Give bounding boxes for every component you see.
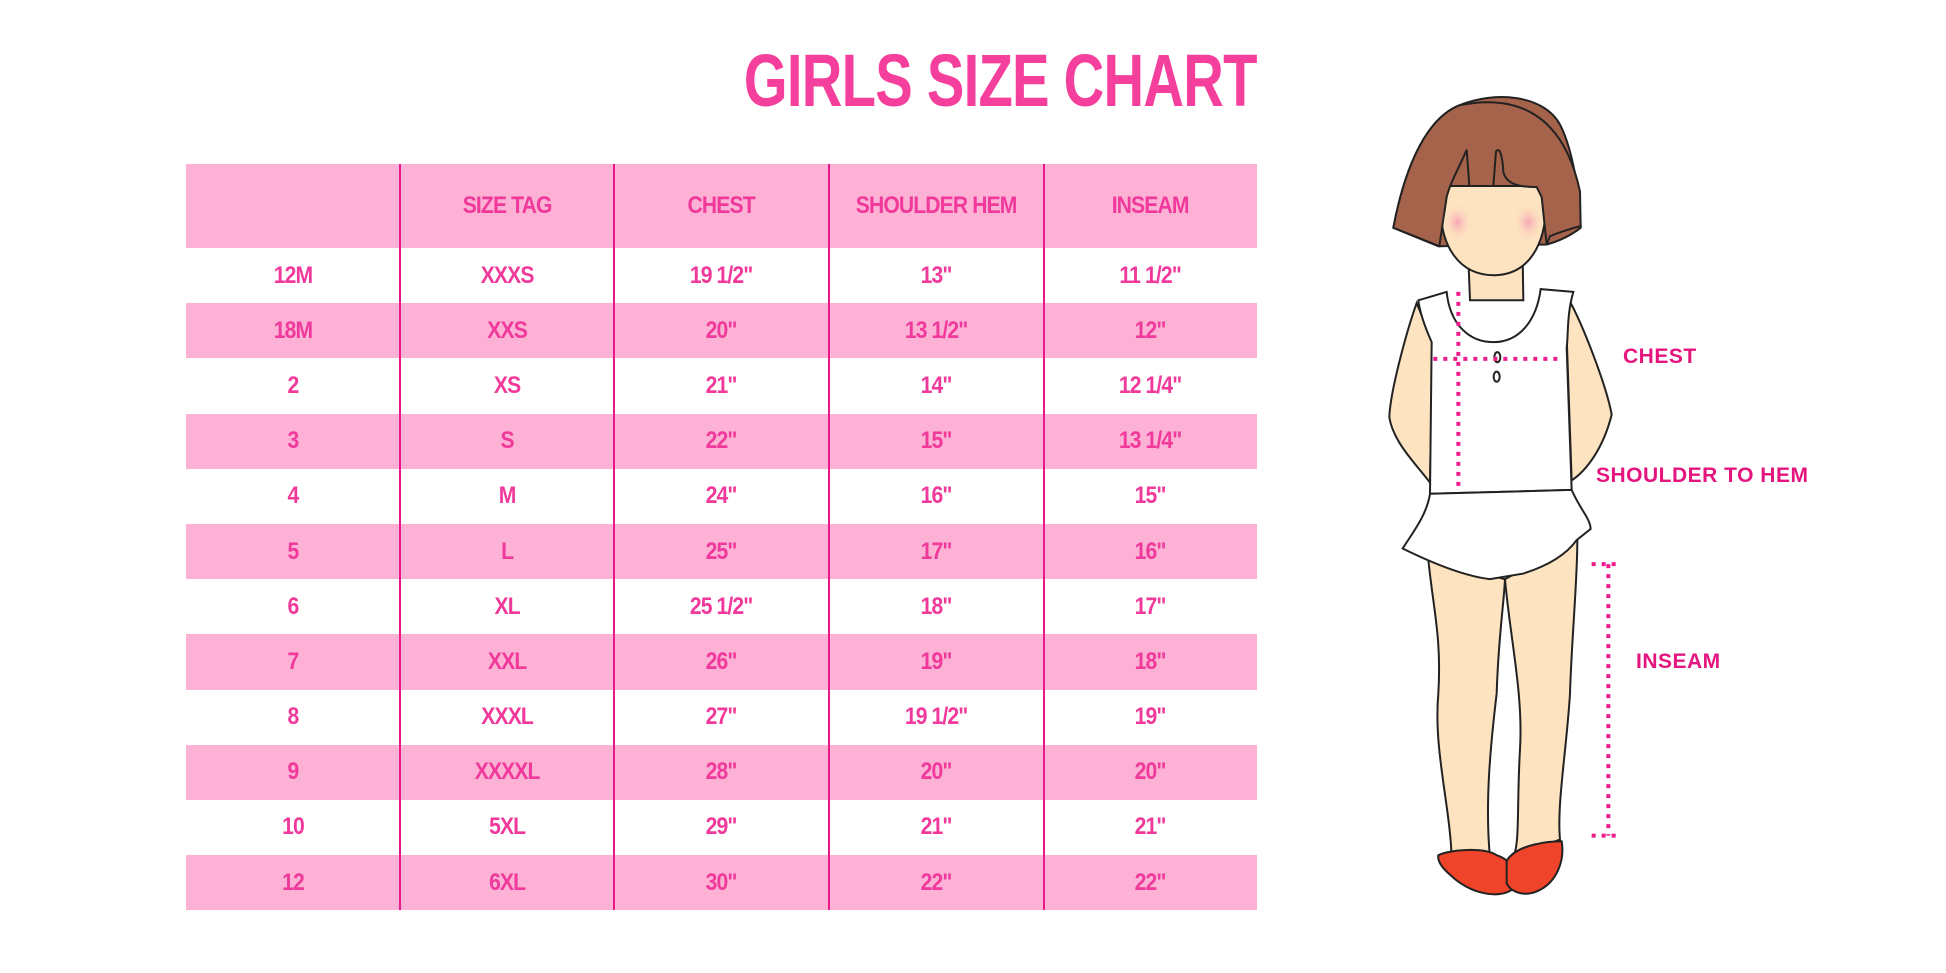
table-cell: 22" — [705, 427, 738, 455]
table-row: 6 XL 25 1/2" 18" 17" — [186, 579, 1257, 634]
table-row: 12M XXXS 19 1/2" 13" 11 1/2" — [186, 248, 1257, 303]
cheek-blush — [1442, 202, 1473, 242]
bangs — [1393, 102, 1580, 246]
right-arm — [1567, 299, 1612, 481]
table-cell: 30" — [705, 868, 738, 896]
table-cell: 19 1/2" — [690, 261, 753, 289]
girl-measurement-illustration — [1350, 80, 1850, 950]
table-cell: 4 — [287, 482, 300, 510]
table-cell: 21" — [1134, 813, 1166, 841]
table-cell: 13" — [920, 261, 952, 289]
table-cell: 6 — [287, 592, 300, 620]
skirt-ruffle — [1403, 490, 1591, 579]
column-header: SIZE TAG — [462, 192, 553, 219]
table-row: 8 XXXL 27" 19 1/2" 19" — [186, 690, 1257, 745]
table-cell: XS — [493, 371, 521, 399]
column-header: CHEST — [687, 192, 756, 219]
size-table: SIZE TAG CHEST SHOULDER HEM INSEAM 12M XXXS 19… — [186, 164, 1257, 911]
inseam-label: INSEAM — [1636, 650, 1721, 673]
table-cell: 24" — [705, 482, 738, 510]
table-cell: XXL — [487, 647, 527, 675]
table-cell: 16" — [1134, 537, 1166, 565]
table-cell: 17" — [920, 537, 952, 565]
table-cell: 18M — [273, 316, 313, 344]
table-cell: 22" — [1134, 868, 1166, 896]
table-cell: 18" — [920, 592, 952, 620]
table-cell: 25 1/2" — [690, 592, 753, 620]
table-cell: XXS — [487, 316, 528, 344]
table-cell: XXXL — [481, 703, 534, 731]
table-cell: 21" — [705, 371, 738, 399]
column-divider — [828, 164, 830, 910]
table-cell: 20" — [705, 316, 738, 344]
table-header: SIZE TAG CHEST SHOULDER HEM INSEAM — [186, 164, 1257, 248]
table-cell: 8 — [287, 703, 300, 731]
table-cell: XXXS — [480, 261, 535, 289]
table-cell: 19" — [1134, 703, 1166, 731]
left-leg — [1428, 560, 1505, 858]
table-cell: 2 — [287, 371, 300, 399]
shirt — [1418, 289, 1573, 494]
table-cell: 13 1/4" — [1118, 427, 1182, 455]
table-cell: 19 1/2" — [904, 703, 967, 731]
table-cell: 22" — [920, 868, 952, 896]
column-divider — [1043, 164, 1045, 910]
page-title: GIRLS SIZE CHART — [744, 39, 1258, 122]
table-cell: 16" — [920, 482, 952, 510]
table-cell: 5 — [287, 537, 300, 565]
table-cell: 28" — [705, 758, 738, 786]
table-cell: 10 — [282, 813, 305, 841]
table-cell: 12 1/4" — [1118, 371, 1182, 399]
table-cell: L — [501, 537, 514, 565]
shoulder-to-hem-label: SHOULDER TO HEM — [1596, 464, 1809, 487]
table-cell: 19" — [920, 647, 952, 675]
table-row: 7 XXL 26" 19" 18" — [186, 634, 1257, 690]
table-row: 2 XS 21" 14" 12 1/4" — [186, 358, 1257, 413]
table-cell: 26" — [705, 647, 738, 675]
table-cell: XXXXL — [474, 758, 541, 786]
table-row: 12 6XL 30" 22" 22" — [186, 855, 1257, 911]
table-row: 9 XXXXL 28" 20" 20" — [186, 744, 1257, 800]
table-cell: XL — [494, 592, 521, 620]
table-row: 3 S 22" 15" 13 1/4" — [186, 413, 1257, 469]
left-arm — [1389, 303, 1432, 483]
table-row: 10 5XL 29" 21" 21" — [186, 800, 1257, 855]
table-cell: 25" — [705, 537, 738, 565]
column-header: SHOULDER HEM — [855, 192, 1017, 219]
right-leg — [1505, 540, 1577, 856]
left-shoe — [1438, 850, 1516, 894]
table-cell: 27" — [705, 703, 738, 731]
table-cell: M — [498, 482, 517, 510]
table-cell: 20" — [1134, 758, 1166, 786]
table-cell: 14" — [920, 371, 952, 399]
table-cell: 6XL — [489, 868, 526, 896]
chest-label: CHEST — [1623, 345, 1697, 368]
column-divider — [613, 164, 615, 910]
table-cell: 18" — [1134, 647, 1166, 675]
table-cell: 7 — [287, 647, 300, 675]
table-cell: 3 — [287, 427, 300, 455]
table-cell: 17" — [1134, 592, 1166, 620]
table-cell: 11 1/2" — [1119, 261, 1181, 289]
button — [1494, 372, 1500, 382]
table-cell: 21" — [920, 813, 952, 841]
cheek-blush — [1513, 202, 1544, 242]
table-cell: 29" — [705, 813, 738, 841]
column-header: INSEAM — [1111, 192, 1189, 219]
table-row: 4 M 24" 16" 15" — [186, 469, 1257, 524]
table-cell: 13 1/2" — [904, 316, 967, 344]
table-cell: 12M — [273, 261, 313, 289]
table-cell: 12" — [1134, 316, 1166, 344]
table-row: 18M XXS 20" 13 1/2" 12" — [186, 303, 1257, 359]
table-cell: S — [500, 427, 515, 455]
table-cell: 12 — [282, 868, 305, 896]
table-cell: 15" — [920, 427, 952, 455]
table-cell: 9 — [287, 758, 300, 786]
table-row: 5 L 25" 17" 16" — [186, 523, 1257, 580]
right-shoe — [1507, 841, 1563, 893]
table-cell: 20" — [920, 758, 952, 786]
table-cell: 15" — [1134, 482, 1166, 510]
column-divider — [399, 164, 401, 910]
table-cell: 5XL — [489, 813, 526, 841]
